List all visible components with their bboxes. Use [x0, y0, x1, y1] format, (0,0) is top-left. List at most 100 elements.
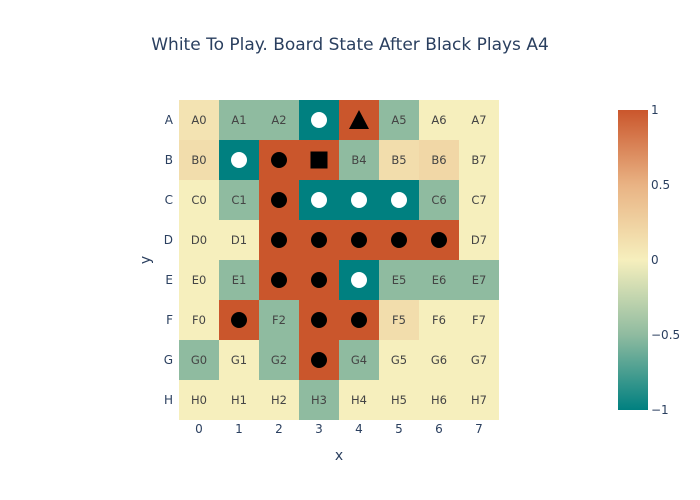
x-tick-label: 5: [395, 422, 403, 436]
heatmap-cell: [179, 140, 219, 180]
colorbar-tick-label: 1: [651, 103, 659, 117]
heatmap-cell: [179, 260, 219, 300]
x-tick-label: 4: [355, 422, 363, 436]
heatmap-cell: [419, 300, 459, 340]
heatmap-cell: [419, 340, 459, 380]
heatmap-cell: [179, 220, 219, 260]
heatmap-cell: [419, 380, 459, 420]
y-tick-label: H: [164, 393, 173, 407]
cell-label: G0: [191, 353, 207, 367]
cell-label: F6: [432, 313, 446, 327]
black-square-stone: [310, 151, 328, 169]
cell-label: G2: [271, 353, 287, 367]
cell-label: G7: [471, 353, 487, 367]
heatmap-cell: [459, 380, 499, 420]
cell-label: B5: [391, 153, 406, 167]
cell-label: D1: [231, 233, 247, 247]
cell-label: E7: [472, 273, 487, 287]
x-tick-label: 6: [435, 422, 443, 436]
cell-label: G5: [391, 353, 407, 367]
colorbar-tick-label: 0.5: [651, 178, 670, 192]
y-tick-label: F: [166, 313, 173, 327]
white-stone: [391, 192, 407, 208]
white-stone: [311, 192, 327, 208]
colorbar: [618, 110, 648, 410]
x-tick-label: 1: [235, 422, 243, 436]
cell-label: C6: [431, 193, 446, 207]
colorbar-tick-label: 0: [651, 253, 659, 267]
cell-label: A2: [271, 113, 286, 127]
heatmap-cell: [459, 220, 499, 260]
heatmap-cell: [339, 340, 379, 380]
heatmap-cell: [179, 340, 219, 380]
black-stone: [271, 192, 287, 208]
x-tick-label: 0: [195, 422, 203, 436]
cell-label: B4: [351, 153, 366, 167]
cell-label: H7: [471, 393, 487, 407]
y-tick-label: D: [164, 233, 173, 247]
heatmap-cell: [219, 220, 259, 260]
y-axis-ticks: A B C D E F G H: [164, 113, 174, 407]
black-stone: [271, 232, 287, 248]
black-stone: [311, 352, 327, 368]
cell-label: F2: [272, 313, 286, 327]
cell-label: D7: [471, 233, 487, 247]
cell-label: H1: [231, 393, 247, 407]
heatmap-cell: [459, 180, 499, 220]
y-tick-label: A: [165, 113, 174, 127]
cell-label: F0: [192, 313, 206, 327]
cell-label: H4: [351, 393, 367, 407]
cell-label: C7: [471, 193, 486, 207]
heatmap-cell: [379, 140, 419, 180]
heatmap-cell: [459, 340, 499, 380]
heatmap-cell: [379, 300, 419, 340]
cell-label: A1: [231, 113, 246, 127]
cell-label: E0: [192, 273, 207, 287]
heatmap-cell: [379, 380, 419, 420]
black-stone: [271, 152, 287, 168]
y-tick-label: E: [165, 273, 173, 287]
cell-label: G6: [431, 353, 447, 367]
heatmap-cell: [259, 100, 299, 140]
heatmap-cell: [339, 140, 379, 180]
cell-label: A7: [471, 113, 486, 127]
cell-label: C0: [191, 193, 206, 207]
y-axis-title: y: [138, 256, 154, 264]
cell-label: D0: [191, 233, 207, 247]
cell-label: F7: [472, 313, 486, 327]
black-stone: [311, 232, 327, 248]
black-stone: [311, 272, 327, 288]
colorbar-tick-label: −0.5: [651, 328, 680, 342]
heatmap-cell: [259, 340, 299, 380]
heatmap-cell: [299, 380, 339, 420]
heatmap-cell: [379, 340, 419, 380]
heatmap-cell: [419, 100, 459, 140]
y-tick-label: G: [164, 353, 173, 367]
heatmap-cell: [339, 380, 379, 420]
heatmap-cell: [459, 300, 499, 340]
heatmap-cell: [179, 300, 219, 340]
heatmap-cell: [179, 100, 219, 140]
white-stone: [311, 112, 327, 128]
heatmap-cell: [219, 180, 259, 220]
heatmap-cell: [219, 380, 259, 420]
cell-label: C1: [231, 193, 246, 207]
colorbar-ticks: 1 0.5 0 −0.5 −1: [651, 103, 680, 417]
cell-label: E1: [232, 273, 247, 287]
heatmap-cell: [459, 100, 499, 140]
y-tick-label: C: [165, 193, 173, 207]
cell-label: H5: [391, 393, 407, 407]
black-stone: [231, 312, 247, 328]
x-tick-label: 7: [475, 422, 483, 436]
heatmap-cell: [219, 340, 259, 380]
cell-marks: A0 A1 A2 A5 A6 A7 B0 B4 B5 B6 B7 C0 C1 C6 C7 D0 D1 D7 E0 E1…: [191, 110, 487, 407]
cell-label: B6: [431, 153, 446, 167]
black-stone: [391, 232, 407, 248]
cell-label: A6: [431, 113, 446, 127]
heatmap-cell: [419, 140, 459, 180]
x-tick-label: 2: [275, 422, 283, 436]
white-stone: [231, 152, 247, 168]
cell-label: H0: [191, 393, 207, 407]
cell-label: G4: [351, 353, 367, 367]
black-stone: [271, 272, 287, 288]
